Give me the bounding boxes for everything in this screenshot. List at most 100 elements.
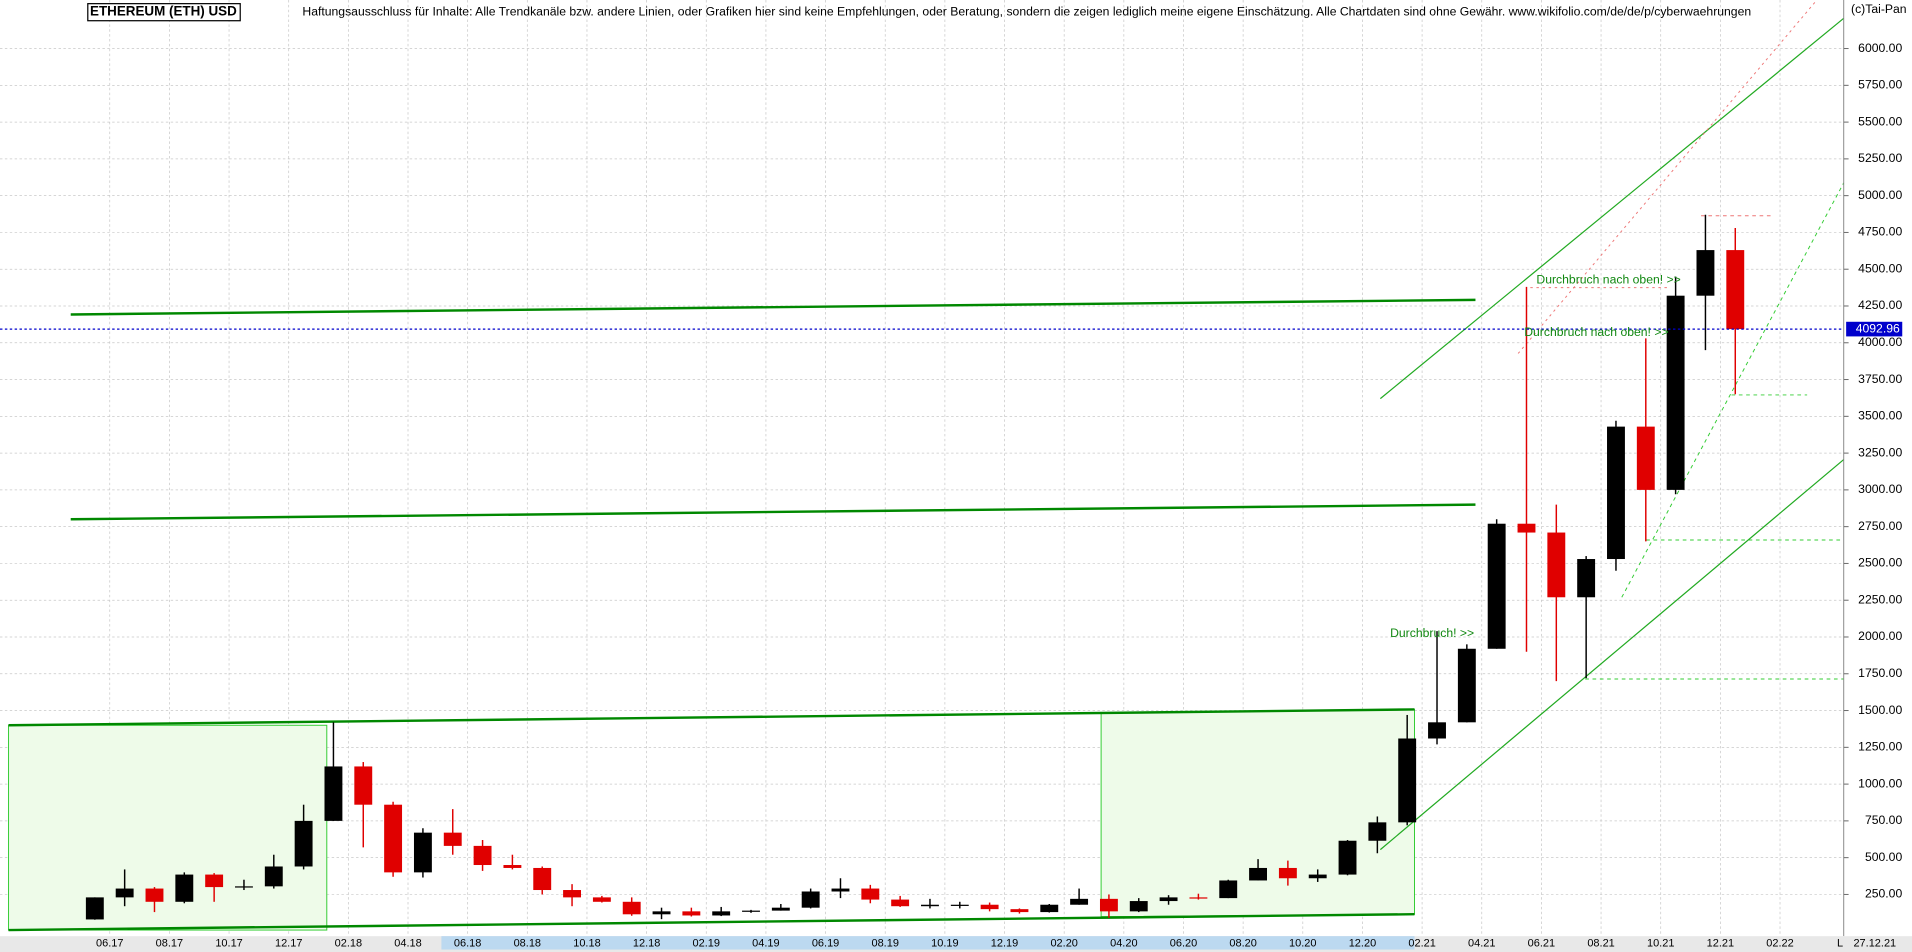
disclaimer: Haftungsausschluss für Inhalte: Alle Tre… xyxy=(302,4,1751,18)
candle-body xyxy=(1070,898,1089,905)
last-price-box xyxy=(1846,321,1903,337)
y-tick-label: 500.00 xyxy=(1865,850,1903,864)
candle-body xyxy=(592,897,611,902)
x-tick-label: 04.21 xyxy=(1468,937,1495,949)
candle-body xyxy=(1040,904,1059,913)
candle-body xyxy=(622,901,641,915)
y-tick-label: 2750.00 xyxy=(1858,519,1902,533)
candle-body xyxy=(771,907,790,911)
x-tick-label: 10.20 xyxy=(1289,937,1316,949)
candle-body xyxy=(85,897,104,920)
y-tick-label: 750.00 xyxy=(1865,813,1903,827)
x-tick-label: 04.18 xyxy=(394,937,421,949)
candle-body xyxy=(742,910,760,912)
candle-body xyxy=(1338,840,1357,875)
candle-body xyxy=(950,904,969,906)
y-tick-label: 1000.00 xyxy=(1858,776,1902,790)
candle-body xyxy=(1487,523,1506,649)
y-tick-label: 3250.00 xyxy=(1858,445,1902,459)
candle-body xyxy=(1696,250,1715,296)
candle-body xyxy=(354,766,373,805)
y-tick-label: 5750.00 xyxy=(1858,78,1902,92)
candle-body xyxy=(1099,898,1118,912)
scale-label: L xyxy=(1837,937,1843,949)
x-tick-label: 06.21 xyxy=(1528,937,1555,949)
candle-body xyxy=(384,804,403,873)
annotation: Durchbruch! >> xyxy=(1390,626,1474,640)
candle-body xyxy=(1308,874,1327,879)
x-tick-label: 02.21 xyxy=(1408,937,1435,949)
x-tick-label: 12.17 xyxy=(275,937,302,949)
candle-body xyxy=(145,888,164,902)
candle-body xyxy=(205,874,224,888)
candle-body xyxy=(980,904,999,910)
x-tick-label: 04.20 xyxy=(1110,937,1137,949)
candle-body xyxy=(1636,426,1655,490)
x-tick-label: 06.18 xyxy=(454,937,481,949)
last-price-label: 4092.96 xyxy=(1856,321,1900,335)
candle-body xyxy=(1607,426,1625,560)
x-tick-label: 08.19 xyxy=(871,937,898,949)
y-tick-label: 1750.00 xyxy=(1858,666,1902,680)
source: (c)Tai-Pan xyxy=(1851,2,1907,16)
annotation: Durchbruch nach oben! >> xyxy=(1536,273,1680,287)
y-tick-label: 2000.00 xyxy=(1858,629,1902,643)
annotation: Durchbruch nach oben! >> xyxy=(1524,325,1668,339)
y-tick-label: 1250.00 xyxy=(1858,740,1902,754)
x-tick-label: 10.17 xyxy=(215,937,242,949)
candle-body xyxy=(503,865,522,868)
x-tick-label: 12.20 xyxy=(1349,937,1376,949)
x-tick-label: 08.20 xyxy=(1229,937,1256,949)
candle-body xyxy=(1726,250,1745,330)
x-tick-label: 10.21 xyxy=(1647,937,1674,949)
candle-body xyxy=(1010,909,1029,913)
candle-body xyxy=(921,904,939,907)
trend-line xyxy=(8,708,1415,727)
candle-body xyxy=(1398,738,1417,823)
candle-body xyxy=(1159,897,1178,902)
x-tick-label: 08.17 xyxy=(156,937,183,949)
y-tick-label: 2250.00 xyxy=(1858,592,1902,606)
range-box xyxy=(1100,708,1415,918)
axes: 250.00 500.00 750.00 1000.00 1250.00 1500.00 1… xyxy=(0,41,1903,949)
candle-body xyxy=(235,886,253,888)
y-tick-label: 3500.00 xyxy=(1858,409,1902,423)
x-tick-label: 06.17 xyxy=(96,937,123,949)
x-tick-label: 10.18 xyxy=(573,937,600,949)
trend-line xyxy=(8,912,1415,932)
y-tick-label: 4500.00 xyxy=(1858,261,1902,275)
y-tick-label: 250.00 xyxy=(1865,887,1903,901)
candle-body xyxy=(1129,901,1148,912)
candle-body xyxy=(1577,559,1596,598)
candle-body xyxy=(1219,880,1238,899)
channel-line xyxy=(1379,17,1845,400)
candle-body xyxy=(324,766,343,821)
x-tick-label: 08.21 xyxy=(1587,937,1614,949)
trend-lines xyxy=(8,0,1845,932)
x-tick-label: 12.18 xyxy=(633,937,660,949)
candle-body xyxy=(264,866,283,887)
y-tick-label: 6000.00 xyxy=(1858,41,1902,55)
candle-body xyxy=(861,888,880,900)
trend-line xyxy=(70,298,1476,316)
resistance-line xyxy=(1517,0,1818,354)
candle-body xyxy=(533,867,552,891)
y-tick-label: 3750.00 xyxy=(1858,372,1902,386)
y-tick-label: 2500.00 xyxy=(1858,556,1902,570)
x-tick-label: 02.19 xyxy=(693,937,720,949)
candle-body xyxy=(1457,648,1476,723)
candle-body xyxy=(712,911,731,916)
candle-body xyxy=(1547,532,1566,598)
title-box xyxy=(87,3,241,22)
candle-body xyxy=(1428,722,1446,739)
y-tick-label: 4000.00 xyxy=(1858,335,1902,349)
x-tick-label: 12.19 xyxy=(991,937,1018,949)
y-tick-label: 1500.00 xyxy=(1858,703,1902,717)
x-axis-highlight xyxy=(441,936,1415,950)
date-label: 27.12.21 xyxy=(1853,937,1896,949)
candle-body xyxy=(294,820,313,867)
y-tick-label: 5000.00 xyxy=(1858,188,1902,202)
x-tick-label: 04.19 xyxy=(752,937,779,949)
channel-line xyxy=(1379,459,1845,851)
